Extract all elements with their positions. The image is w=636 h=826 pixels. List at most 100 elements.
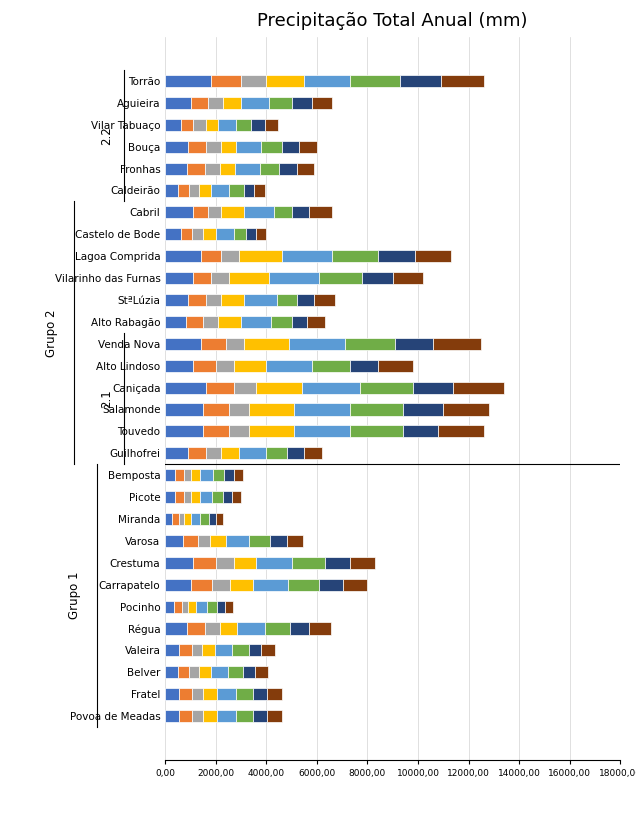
Bar — [165, 644, 179, 657]
Bar — [196, 601, 207, 613]
Bar — [209, 206, 221, 218]
Bar — [267, 710, 282, 722]
Bar — [228, 667, 243, 678]
Bar — [211, 667, 228, 678]
Bar — [206, 140, 221, 153]
Bar — [181, 119, 193, 131]
Bar — [188, 140, 206, 153]
Bar — [228, 272, 269, 284]
Bar — [265, 119, 278, 131]
Bar — [291, 623, 309, 634]
Bar — [193, 557, 216, 569]
Bar — [165, 513, 172, 525]
Bar — [269, 97, 292, 109]
Bar — [312, 359, 350, 372]
Bar — [204, 316, 218, 328]
Bar — [206, 382, 233, 394]
Bar — [270, 535, 287, 547]
Bar — [319, 579, 343, 591]
Bar — [256, 557, 292, 569]
Bar — [256, 228, 266, 240]
Bar — [319, 272, 363, 284]
Bar — [209, 513, 216, 525]
Bar — [261, 644, 275, 657]
Bar — [172, 513, 179, 525]
Bar — [232, 644, 249, 657]
Bar — [165, 338, 201, 350]
Bar — [191, 491, 200, 503]
Bar — [244, 206, 274, 218]
Bar — [232, 491, 241, 503]
Bar — [199, 667, 211, 678]
Bar — [192, 228, 204, 240]
Bar — [223, 491, 232, 503]
Bar — [212, 491, 223, 503]
Bar — [191, 97, 209, 109]
Bar — [261, 140, 282, 153]
Bar — [228, 184, 244, 197]
Bar — [218, 119, 236, 131]
Bar — [413, 382, 453, 394]
Bar — [219, 163, 235, 174]
Bar — [203, 710, 217, 722]
Bar — [282, 250, 332, 262]
Bar — [179, 688, 192, 700]
Bar — [241, 75, 266, 87]
Bar — [214, 644, 232, 657]
Bar — [332, 250, 378, 262]
Bar — [165, 272, 193, 284]
Bar — [288, 579, 319, 591]
Bar — [181, 228, 192, 240]
Bar — [300, 140, 317, 153]
Bar — [201, 338, 226, 350]
Text: 2.1: 2.1 — [100, 389, 113, 408]
Bar — [433, 338, 481, 350]
Bar — [255, 667, 268, 678]
Bar — [192, 710, 203, 722]
Bar — [187, 623, 205, 634]
Bar — [241, 97, 269, 109]
Bar — [204, 228, 216, 240]
Bar — [309, 206, 332, 218]
Bar — [187, 163, 205, 174]
Bar — [225, 469, 234, 482]
Bar — [235, 688, 253, 700]
Bar — [192, 688, 203, 700]
Bar — [277, 294, 297, 306]
Bar — [292, 557, 324, 569]
Bar — [179, 513, 184, 525]
Bar — [302, 382, 360, 394]
Bar — [249, 535, 270, 547]
Bar — [415, 250, 451, 262]
Bar — [252, 579, 288, 591]
Bar — [212, 579, 230, 591]
Bar — [234, 469, 244, 482]
Bar — [216, 228, 233, 240]
Bar — [165, 119, 181, 131]
Bar — [236, 140, 261, 153]
Bar — [260, 163, 279, 174]
Bar — [209, 97, 223, 109]
Bar — [165, 688, 179, 700]
Bar — [188, 294, 206, 306]
Bar — [178, 667, 190, 678]
Bar — [204, 403, 228, 415]
Bar — [165, 469, 176, 482]
Bar — [282, 140, 300, 153]
Bar — [221, 250, 238, 262]
Bar — [246, 228, 256, 240]
Bar — [165, 294, 188, 306]
Bar — [441, 75, 484, 87]
Bar — [219, 623, 237, 634]
Bar — [200, 491, 212, 503]
Bar — [309, 623, 331, 634]
Bar — [350, 557, 375, 569]
Bar — [165, 382, 206, 394]
Bar — [188, 447, 206, 459]
Bar — [350, 75, 400, 87]
Bar — [165, 184, 178, 197]
Bar — [307, 316, 324, 328]
Bar — [193, 206, 209, 218]
Bar — [216, 557, 233, 569]
Bar — [218, 316, 241, 328]
